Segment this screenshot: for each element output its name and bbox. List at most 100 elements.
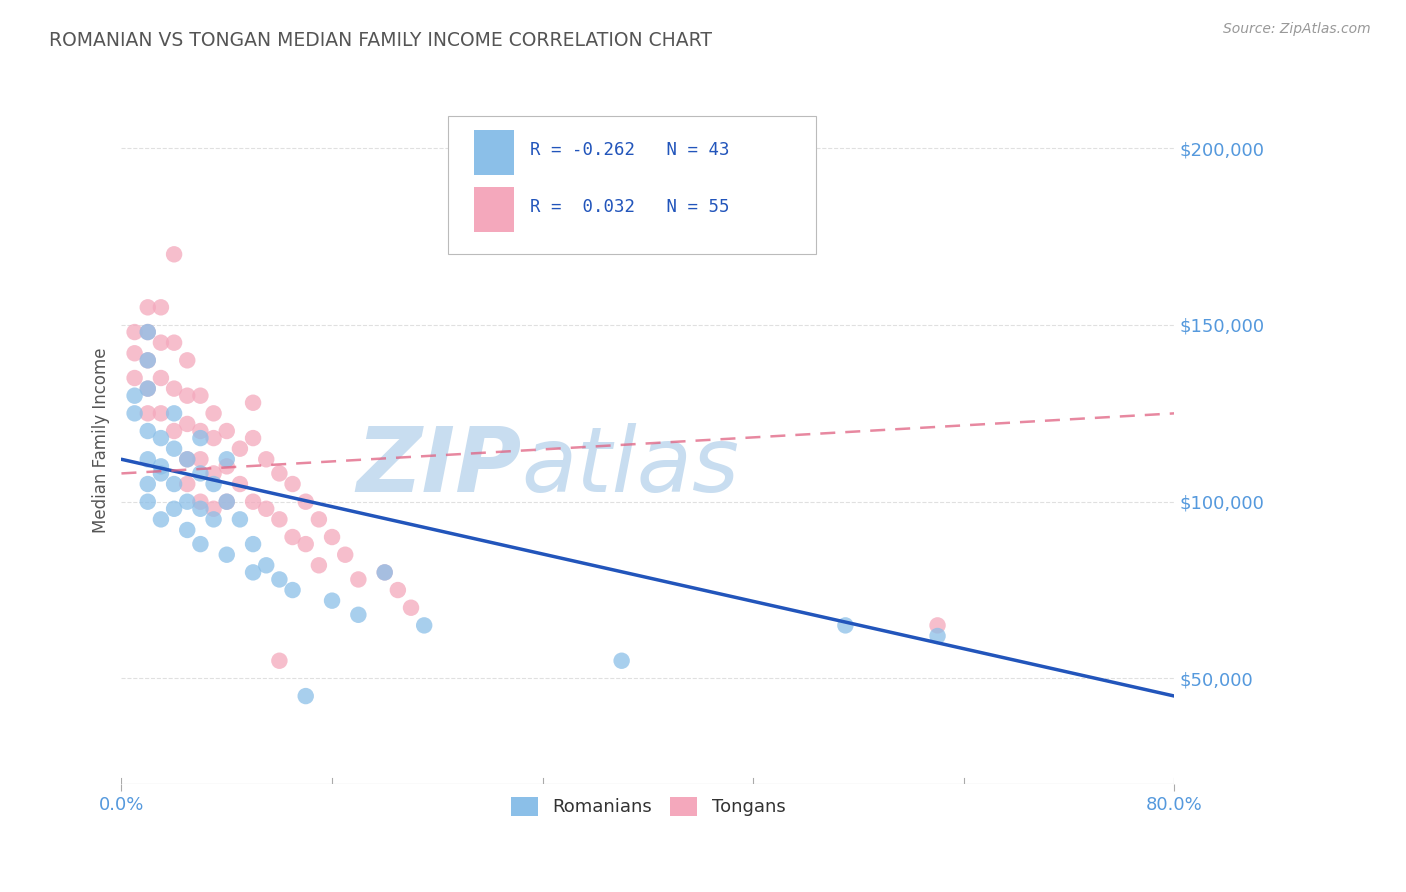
Point xyxy=(176,494,198,508)
Point xyxy=(124,325,146,339)
Point xyxy=(149,406,172,420)
Point xyxy=(163,247,186,261)
FancyBboxPatch shape xyxy=(449,116,817,254)
Point xyxy=(176,523,198,537)
Point xyxy=(281,477,304,491)
Point xyxy=(215,459,238,474)
Point xyxy=(163,382,186,396)
Point xyxy=(149,512,172,526)
Point xyxy=(242,566,264,580)
Point xyxy=(215,452,238,467)
Point xyxy=(308,558,330,573)
Point xyxy=(347,573,370,587)
Point xyxy=(215,494,238,508)
Point xyxy=(124,371,146,385)
Point xyxy=(163,424,186,438)
Point xyxy=(413,618,436,632)
Point xyxy=(610,654,633,668)
Point xyxy=(215,424,238,438)
Point xyxy=(149,335,172,350)
Y-axis label: Median Family Income: Median Family Income xyxy=(93,347,110,533)
Point xyxy=(149,301,172,315)
Point xyxy=(215,494,238,508)
Point xyxy=(335,548,357,562)
Point xyxy=(202,477,225,491)
Point xyxy=(136,325,159,339)
Bar xyxy=(474,187,515,232)
Point xyxy=(927,629,949,643)
Point xyxy=(124,346,146,360)
Point xyxy=(927,618,949,632)
Point xyxy=(136,353,159,368)
Point xyxy=(202,512,225,526)
Point xyxy=(190,431,212,445)
Point xyxy=(190,467,212,481)
Point xyxy=(202,467,225,481)
Point xyxy=(294,494,316,508)
Text: ROMANIAN VS TONGAN MEDIAN FAMILY INCOME CORRELATION CHART: ROMANIAN VS TONGAN MEDIAN FAMILY INCOME … xyxy=(49,31,713,50)
Point xyxy=(202,501,225,516)
Point xyxy=(202,406,225,420)
Point xyxy=(254,452,277,467)
Text: R = -0.262   N = 43: R = -0.262 N = 43 xyxy=(530,142,730,160)
Text: Source: ZipAtlas.com: Source: ZipAtlas.com xyxy=(1223,22,1371,37)
Point xyxy=(149,431,172,445)
Point xyxy=(190,424,212,438)
Point xyxy=(387,582,409,597)
Point xyxy=(229,442,252,456)
Point xyxy=(374,566,396,580)
Point xyxy=(176,353,198,368)
Point xyxy=(242,396,264,410)
Point xyxy=(163,501,186,516)
Point xyxy=(190,389,212,403)
Point xyxy=(347,607,370,622)
Point xyxy=(308,512,330,526)
Point xyxy=(163,335,186,350)
Point xyxy=(136,325,159,339)
Point xyxy=(136,452,159,467)
Text: ZIP: ZIP xyxy=(356,424,522,511)
Point xyxy=(176,389,198,403)
Point xyxy=(229,477,252,491)
Text: R =  0.032   N = 55: R = 0.032 N = 55 xyxy=(530,198,730,216)
Point xyxy=(136,494,159,508)
Point xyxy=(202,431,225,445)
Point xyxy=(190,537,212,551)
Legend: Romanians, Tongans: Romanians, Tongans xyxy=(503,789,793,823)
Point xyxy=(242,537,264,551)
Point xyxy=(163,477,186,491)
Point xyxy=(374,566,396,580)
Bar xyxy=(474,129,515,175)
Point xyxy=(242,431,264,445)
Point xyxy=(163,442,186,456)
Point xyxy=(190,452,212,467)
Point xyxy=(149,371,172,385)
Point xyxy=(242,494,264,508)
Point xyxy=(269,512,291,526)
Point xyxy=(254,558,277,573)
Point xyxy=(136,301,159,315)
Point xyxy=(281,530,304,544)
Point xyxy=(149,467,172,481)
Point xyxy=(190,501,212,516)
Point xyxy=(321,530,343,544)
Point xyxy=(215,548,238,562)
Point xyxy=(136,382,159,396)
Text: atlas: atlas xyxy=(522,424,740,511)
Point xyxy=(149,459,172,474)
Point xyxy=(136,424,159,438)
Point xyxy=(294,537,316,551)
Point xyxy=(163,406,186,420)
Point xyxy=(269,467,291,481)
Point xyxy=(294,689,316,703)
Point xyxy=(176,452,198,467)
Point xyxy=(124,406,146,420)
Point xyxy=(399,600,422,615)
Point xyxy=(229,512,252,526)
Point xyxy=(136,353,159,368)
Point xyxy=(281,582,304,597)
Point xyxy=(176,417,198,431)
Point xyxy=(176,452,198,467)
Point xyxy=(136,477,159,491)
Point xyxy=(321,593,343,607)
